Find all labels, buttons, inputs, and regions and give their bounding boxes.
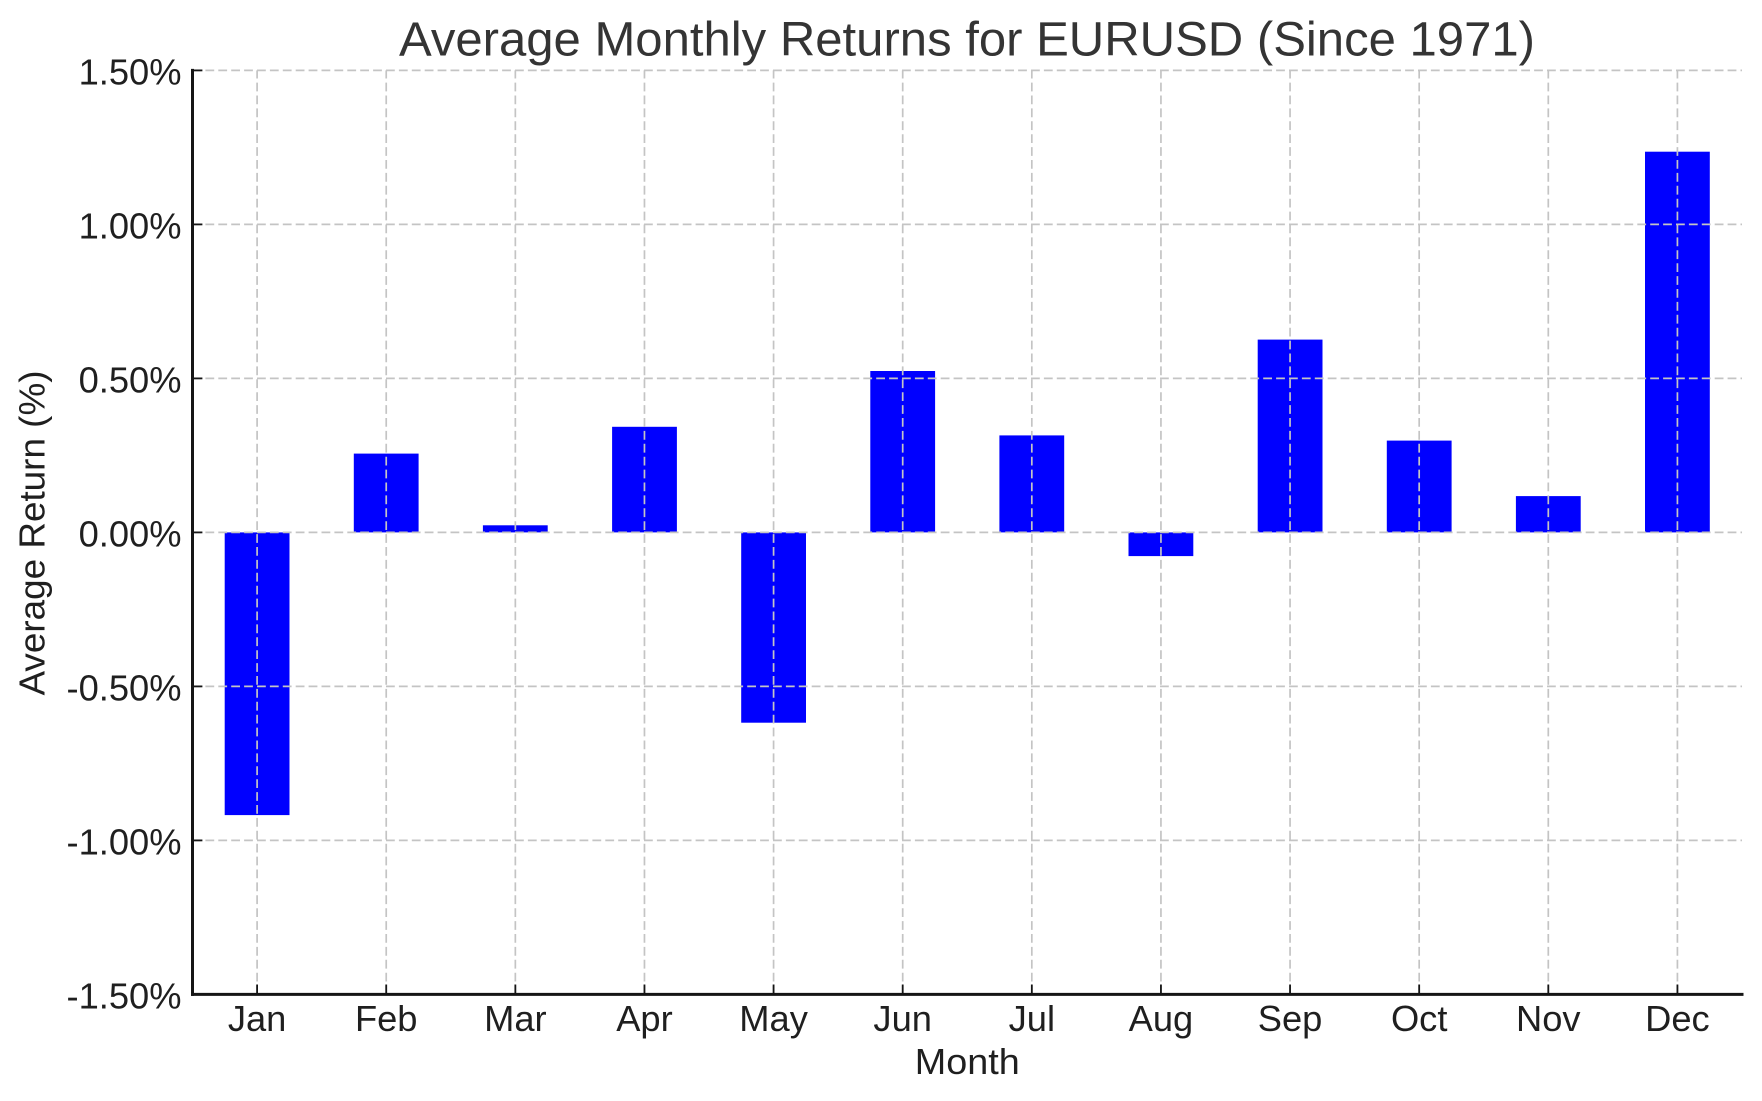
svg-text:Aug: Aug	[1129, 998, 1194, 1039]
svg-text:0.50%: 0.50%	[79, 359, 182, 400]
svg-text:Dec: Dec	[1645, 998, 1710, 1039]
svg-text:1.50%: 1.50%	[79, 51, 182, 92]
svg-text:Jan: Jan	[228, 998, 287, 1039]
svg-text:Jun: Jun	[873, 998, 932, 1039]
svg-text:Nov: Nov	[1516, 998, 1581, 1039]
svg-text:Jul: Jul	[1009, 998, 1055, 1039]
svg-text:Average Return (%): Average Return (%)	[12, 371, 53, 696]
svg-text:Mar: Mar	[484, 998, 547, 1039]
svg-text:Month: Month	[915, 1041, 1020, 1082]
svg-text:Sep: Sep	[1258, 998, 1323, 1039]
svg-text:Feb: Feb	[355, 998, 418, 1039]
svg-text:1.00%: 1.00%	[79, 205, 182, 246]
svg-text:May: May	[739, 998, 808, 1039]
svg-text:-1.50%: -1.50%	[66, 975, 181, 1016]
svg-text:0.00%: 0.00%	[79, 513, 182, 554]
svg-text:-0.50%: -0.50%	[66, 667, 181, 708]
svg-text:Oct: Oct	[1391, 998, 1447, 1039]
svg-text:-1.00%: -1.00%	[66, 821, 181, 862]
svg-text:Average Monthly Returns for EU: Average Monthly Returns for EURUSD (Sinc…	[399, 13, 1535, 67]
svg-text:Apr: Apr	[616, 998, 672, 1039]
